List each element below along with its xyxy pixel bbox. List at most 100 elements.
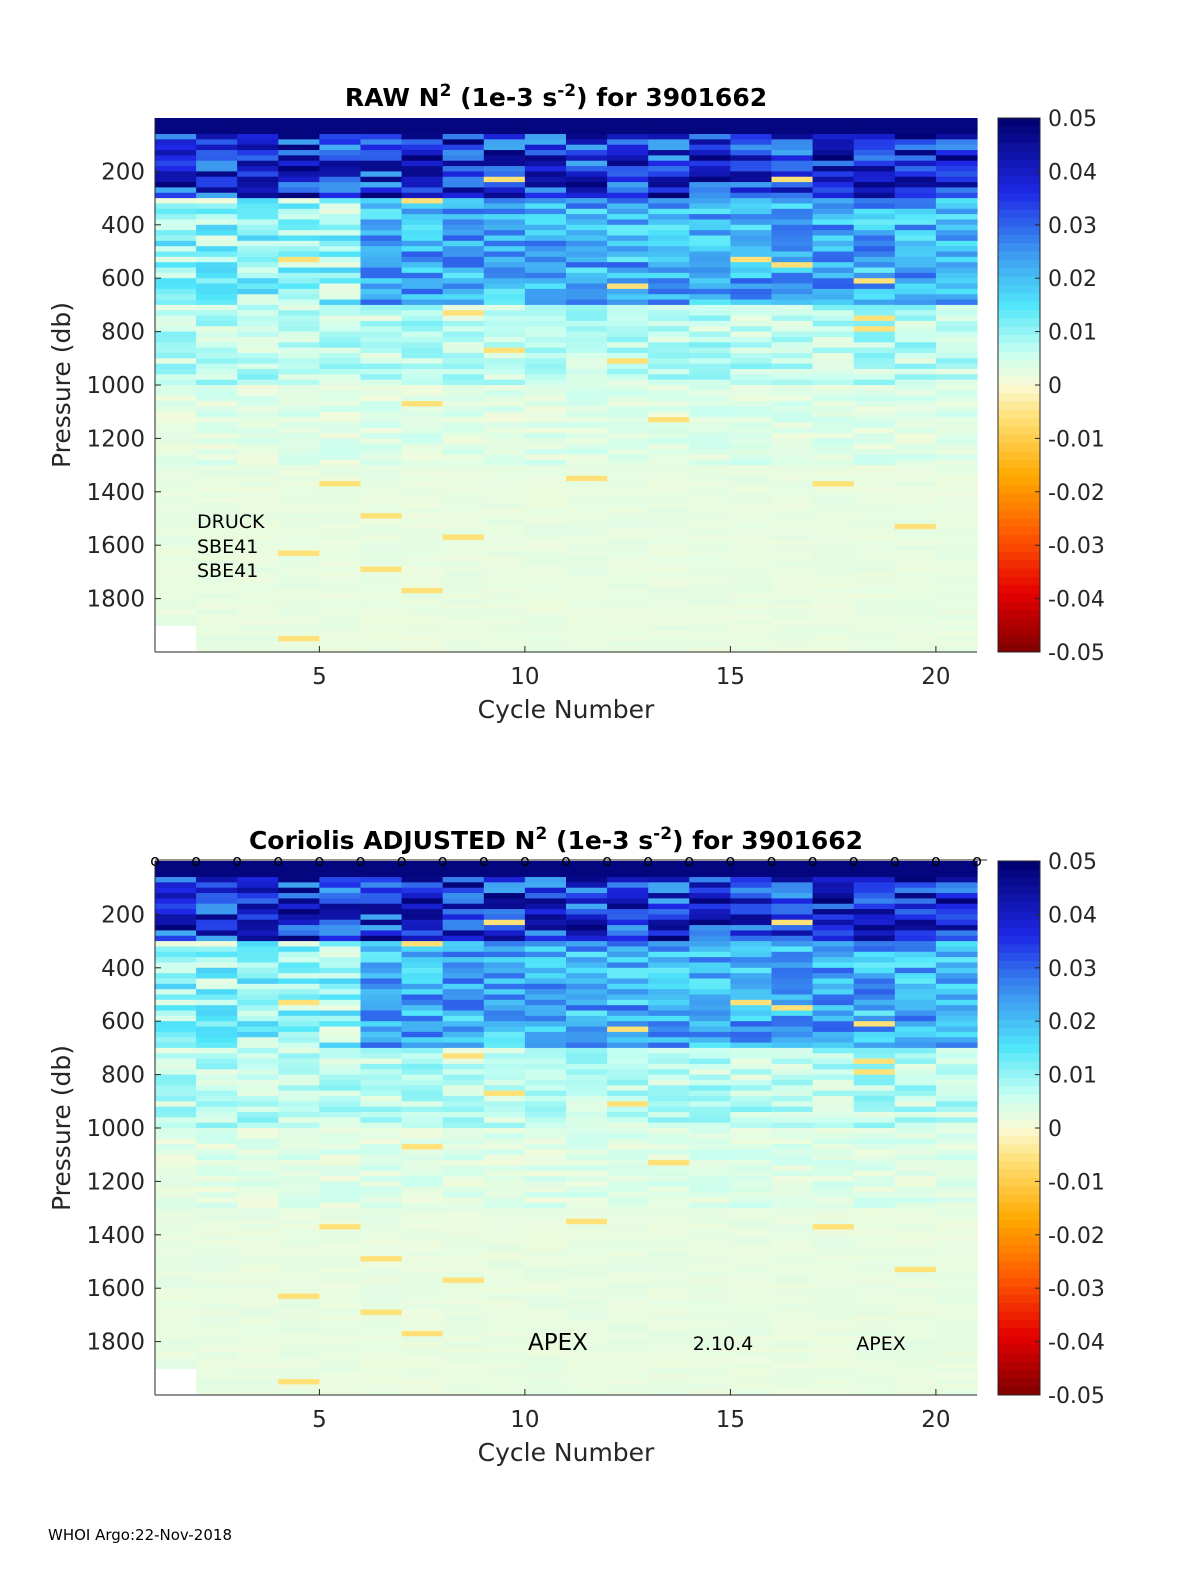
heatmap-cell [278,1197,320,1204]
heatmap-cell [771,294,814,301]
heatmap-cell [360,1181,403,1188]
heatmap-cell [442,1282,485,1289]
heatmap-cell [278,230,320,237]
heatmap-cell [935,903,978,910]
heatmap-cell [935,449,978,456]
heatmap-cell [853,1277,896,1284]
heatmap-cell [442,957,485,964]
heatmap-cell [607,561,649,568]
colorbar-step [998,1044,1040,1054]
heatmap-cell [319,903,362,910]
colorbar-step [998,159,1040,169]
heatmap-cell [812,219,855,226]
colorbar-step [998,176,1040,186]
heatmap-cell [648,465,690,472]
heatmap-cell [360,368,403,375]
heatmap-cell [237,171,279,178]
heatmap-cell [648,1186,690,1193]
heatmap-cell [442,470,485,477]
heatmap-cell [278,1309,320,1316]
heatmap-cell [237,465,279,472]
heatmap-cell [894,957,937,964]
heatmap-cell [483,1069,526,1076]
heatmap-cell [935,1015,978,1022]
heatmap-cell [442,999,485,1006]
heatmap-cell [648,1133,690,1140]
heatmap-cell [155,1293,197,1300]
heatmap-cell [648,1192,690,1199]
heatmap-cell [812,1186,855,1193]
heatmap-cell [689,930,731,937]
heatmap-cell [196,571,238,578]
heatmap-cell [607,128,649,135]
heatmap-cell [155,187,197,194]
heatmap-cell [935,1293,978,1300]
heatmap-cell [442,571,485,578]
heatmap-cell [237,1031,279,1038]
heatmap-cell [607,887,649,894]
heatmap-cell [730,406,773,413]
heatmap-cell [648,1325,690,1332]
heatmap-cell [278,182,320,189]
heatmap-cell [155,262,197,269]
heatmap-cell [771,1234,814,1241]
heatmap-cell [360,1128,403,1134]
heatmap-cell [853,582,896,589]
heatmap-cell [689,262,731,269]
heatmap-cell [237,555,279,562]
x-axis-label: Cycle Number [478,695,655,724]
heatmap-cell [812,390,855,397]
heatmap-cell [566,598,608,605]
heatmap-cell [401,1047,444,1054]
heatmap-cell [812,1037,855,1044]
heatmap-cell [360,1309,403,1316]
heatmap-cell [812,1031,855,1038]
colorbar-tick-label: 0 [1048,374,1062,399]
heatmap-cell [155,1240,197,1247]
heatmap-cell [524,1058,567,1065]
heatmap-cell [730,1074,773,1081]
heatmap-cell [607,1138,649,1145]
heatmap-cell [648,368,690,375]
heatmap-cell [401,1170,444,1177]
heatmap-cell [360,1282,403,1289]
heatmap-cell [237,603,279,610]
heatmap-cell [607,882,649,889]
heatmap-cell [155,358,197,365]
heatmap-cell [196,272,238,279]
heatmap-cell [730,219,773,226]
heatmap-cell [401,486,444,493]
heatmap-cell [155,882,197,889]
heatmap-cell [894,1005,937,1012]
heatmap-cell [524,534,567,541]
heatmap-cell [607,497,649,504]
heatmap-cell [771,1111,814,1118]
heatmap-cell [894,1261,937,1268]
heatmap-cell [401,246,444,253]
heatmap-cell [237,417,279,423]
heatmap-cell [812,893,855,899]
heatmap-cell [771,1261,814,1268]
heatmap-cell [894,230,937,237]
heatmap-cell [771,1378,814,1385]
heatmap-cell [401,454,444,461]
heatmap-cell [319,230,362,237]
heatmap-cell [853,999,896,1006]
heatmap-cell [401,171,444,178]
heatmap-cell [360,272,403,279]
heatmap-cell [648,336,690,343]
heatmap-cell [319,983,362,990]
heatmap-cell [278,1282,320,1289]
heatmap-cell [401,203,444,210]
heatmap-cell [935,518,978,525]
heatmap-cell [442,320,485,327]
heatmap-cell [648,619,690,626]
heatmap-cell [483,1250,526,1257]
heatmap-cell [360,139,403,146]
heatmap-cell [894,941,937,948]
heatmap-cell [894,887,937,894]
heatmap-cell [524,994,567,1001]
heatmap-cell [360,1095,403,1102]
heatmap-cell [442,475,485,482]
heatmap-cell [155,582,197,589]
